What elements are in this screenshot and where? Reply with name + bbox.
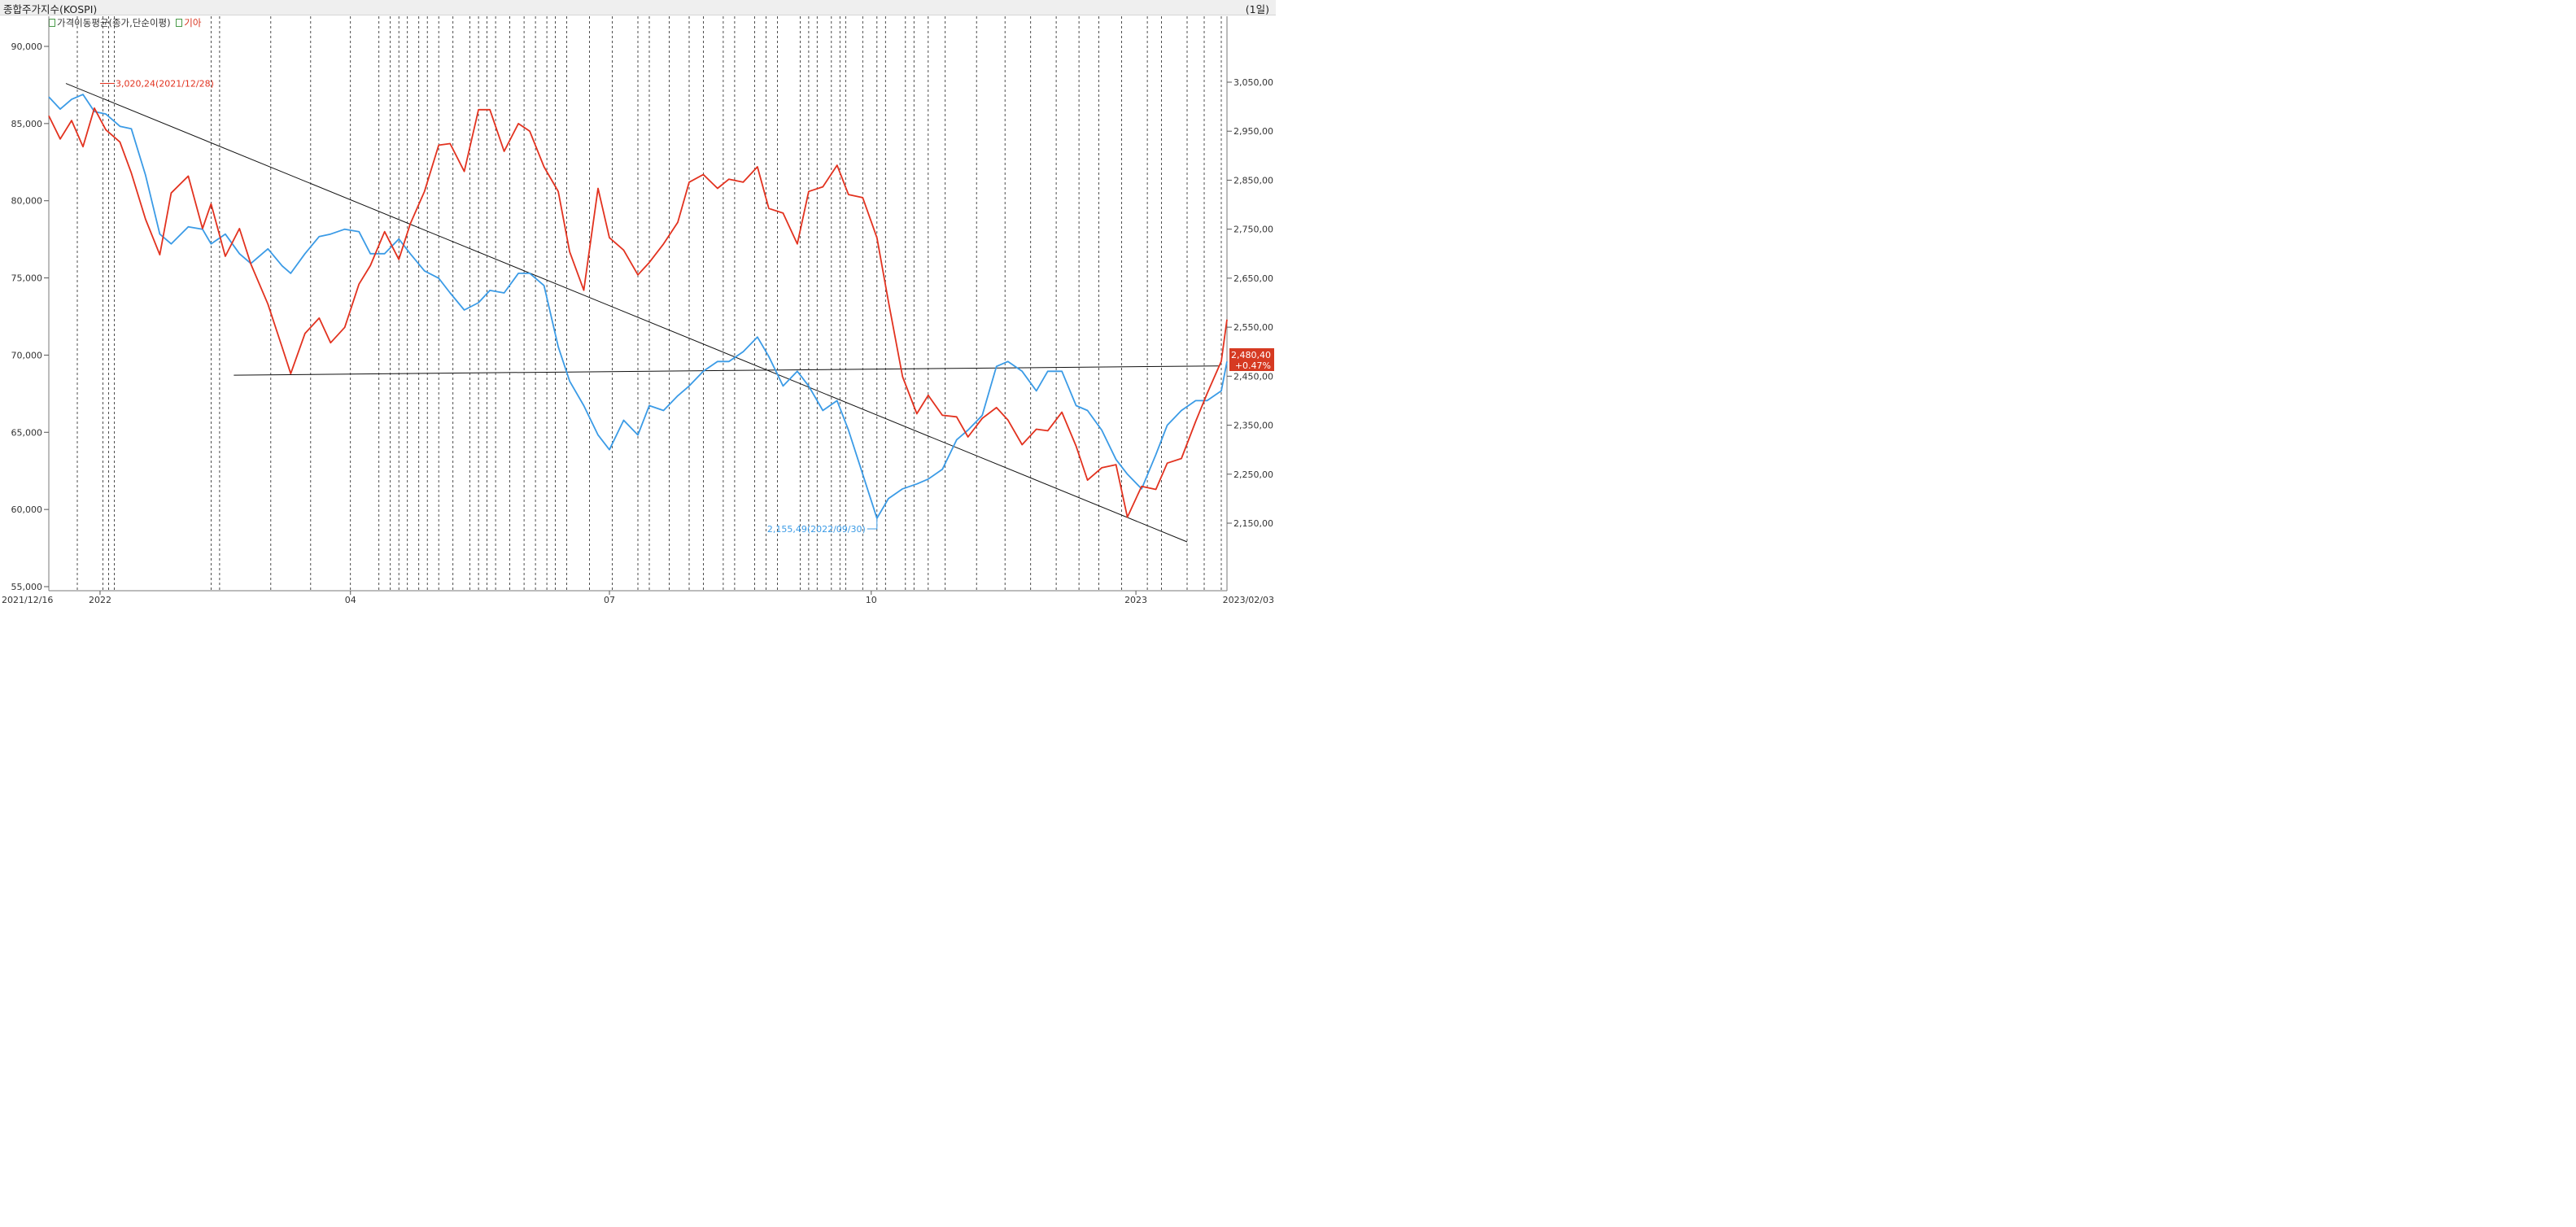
left-tick-label: 60,000 [11,504,43,515]
kia-series-line[interactable] [48,107,1228,518]
period-indicator[interactable]: (1일) [1245,3,1269,15]
legend: 가격이동평균(종가,단순이평) 기아 [49,16,201,29]
left-tick-label: 70,000 [11,350,43,360]
right-tick-label: 2,850,00 [1233,175,1273,186]
x-tick-label: 2023 [1124,595,1147,605]
chart-canvas[interactable]: 3,020,24(2021/12/28) 2,155,49(2022/09/30)… [0,0,1276,608]
x-tick-label: 2021/12/16 [2,595,53,605]
trendline [234,365,1219,376]
right-tick-label: 2,350,00 [1233,421,1273,431]
kospi-series-line[interactable] [48,94,1228,519]
right-axis-ticks: 2,150,00 2,250,00 2,350,00 2,450,00 2,550,00… [1227,77,1273,529]
x-tick-label: 2023/02/03 [1223,595,1274,605]
left-tick-label: 75,000 [11,273,43,284]
right-tick-label: 2,750,00 [1233,225,1273,235]
x-axis-ticks: 2021/12/16 2022 04 07 10 2023 2023/02/03 [2,591,1274,605]
right-tick-label: 2,950,00 [1233,126,1273,137]
left-tick-label: 55,000 [11,582,43,592]
trendlines [65,83,1219,543]
left-tick-label: 90,000 [11,41,43,52]
last-value-badge-bg [1229,348,1274,371]
last-value-text: 2,480,40 [1231,350,1271,360]
left-axis-ticks: 55,000 60,000 65,000 70,000 75,000 80,000 85,0… [11,41,49,592]
right-tick-label: 2,150,00 [1233,518,1273,529]
legend-kia[interactable]: 기아 [184,17,202,28]
annotations: 3,020,24(2021/12/28) 2,155,49(2022/09/30) [99,79,878,535]
max-annotation: 3,020,24(2021/12/28) [116,79,214,90]
right-tick-label: 2,650,00 [1233,273,1273,284]
legend-moving-average[interactable]: 가격이동평균(종가,단순이평) [57,17,171,28]
left-tick-label: 65,000 [11,427,43,438]
left-tick-label: 80,000 [11,196,43,207]
checkbox-icon[interactable] [176,19,183,27]
x-tick-label: 07 [604,595,615,605]
last-value-badge: 2,480,40 +0.47% [1229,348,1274,371]
x-tick-label: 04 [345,595,356,605]
right-tick-label: 2,550,00 [1233,322,1273,333]
last-change-text: +0.47% [1235,360,1271,371]
right-tick-label: 3,050,00 [1233,77,1273,88]
right-tick-label: 2,450,00 [1233,371,1273,382]
event-lines [76,16,1222,591]
left-tick-label: 85,000 [11,119,43,129]
x-tick-label: 10 [866,595,877,605]
min-annotation: 2,155,49(2022/09/30) [767,524,866,535]
title-bar: 종합주가지수(KOSPI) (1일) [0,0,1276,15]
series-group [48,94,1228,519]
right-tick-label: 2,250,00 [1233,469,1273,480]
x-tick-label: 2022 [89,595,111,605]
chart-title: 종합주가지수(KOSPI) [3,3,98,15]
trendline [65,83,1188,543]
